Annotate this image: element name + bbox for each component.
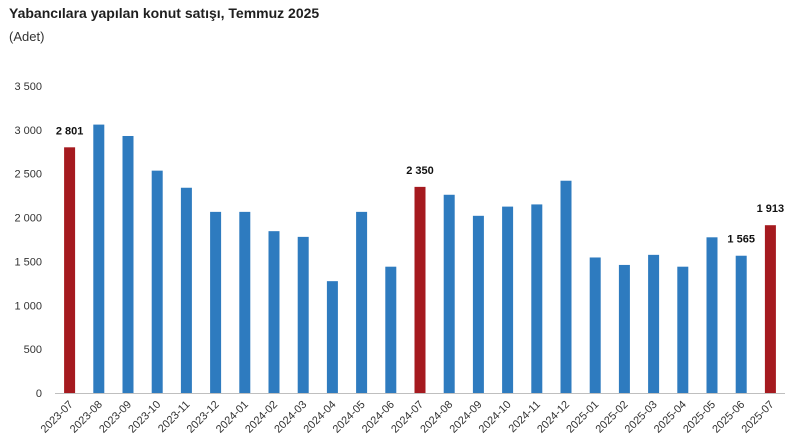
bar-2024-08 (443, 194, 455, 393)
x-tick-label: 2024-10 (477, 399, 514, 436)
bar-2024-06 (385, 266, 397, 393)
bar-2023-11 (180, 187, 192, 393)
y-tick-label: 1 000 (14, 300, 42, 312)
y-tick-label: 3 500 (14, 81, 42, 93)
chart-title: Yabancılara yapılan konut satışı, Temmuz… (9, 5, 320, 21)
bar-2023-08 (93, 124, 105, 393)
bar-2024-03 (297, 236, 309, 393)
bar-2025-07 (764, 225, 776, 393)
bar-2024-11 (531, 204, 543, 393)
bar-2025-01 (589, 257, 601, 393)
data-label-2025-07: 1 913 (757, 203, 785, 215)
chart-subtitle: (Adet) (9, 29, 45, 44)
bar-2025-05 (706, 237, 718, 393)
y-tick-label: 2 500 (14, 169, 42, 181)
data-label-2023-07: 2 801 (56, 125, 84, 137)
bar-2023-12 (210, 211, 222, 393)
data-label-2025-06: 1 565 (727, 234, 755, 246)
y-tick-label: 0 (36, 388, 42, 400)
bar-2024-07 (414, 186, 426, 393)
y-tick-label: 2 000 (14, 213, 42, 225)
x-tick-label: 2023-10 (126, 399, 163, 436)
bar-2023-10 (151, 170, 163, 393)
bar-2025-06 (735, 255, 747, 393)
data-label-2024-07: 2 350 (406, 165, 434, 177)
y-tick-label: 3 000 (14, 125, 42, 137)
y-tick-label: 1 500 (14, 256, 42, 268)
bar-2025-02 (618, 264, 630, 393)
bar-2024-04 (326, 281, 338, 393)
bar-2024-02 (268, 231, 280, 393)
bar-2024-01 (239, 211, 251, 393)
bar-2024-12 (560, 180, 572, 393)
bar-2024-09 (472, 215, 484, 393)
bar-2023-07 (64, 147, 76, 393)
bar-2024-05 (356, 211, 368, 393)
bar-2024-10 (502, 206, 514, 393)
bar-2025-04 (677, 266, 689, 393)
x-tick-label: 2025-07 (739, 399, 776, 436)
bar-2023-09 (122, 135, 134, 394)
y-tick-label: 500 (24, 344, 42, 356)
bar-2025-03 (648, 254, 660, 393)
